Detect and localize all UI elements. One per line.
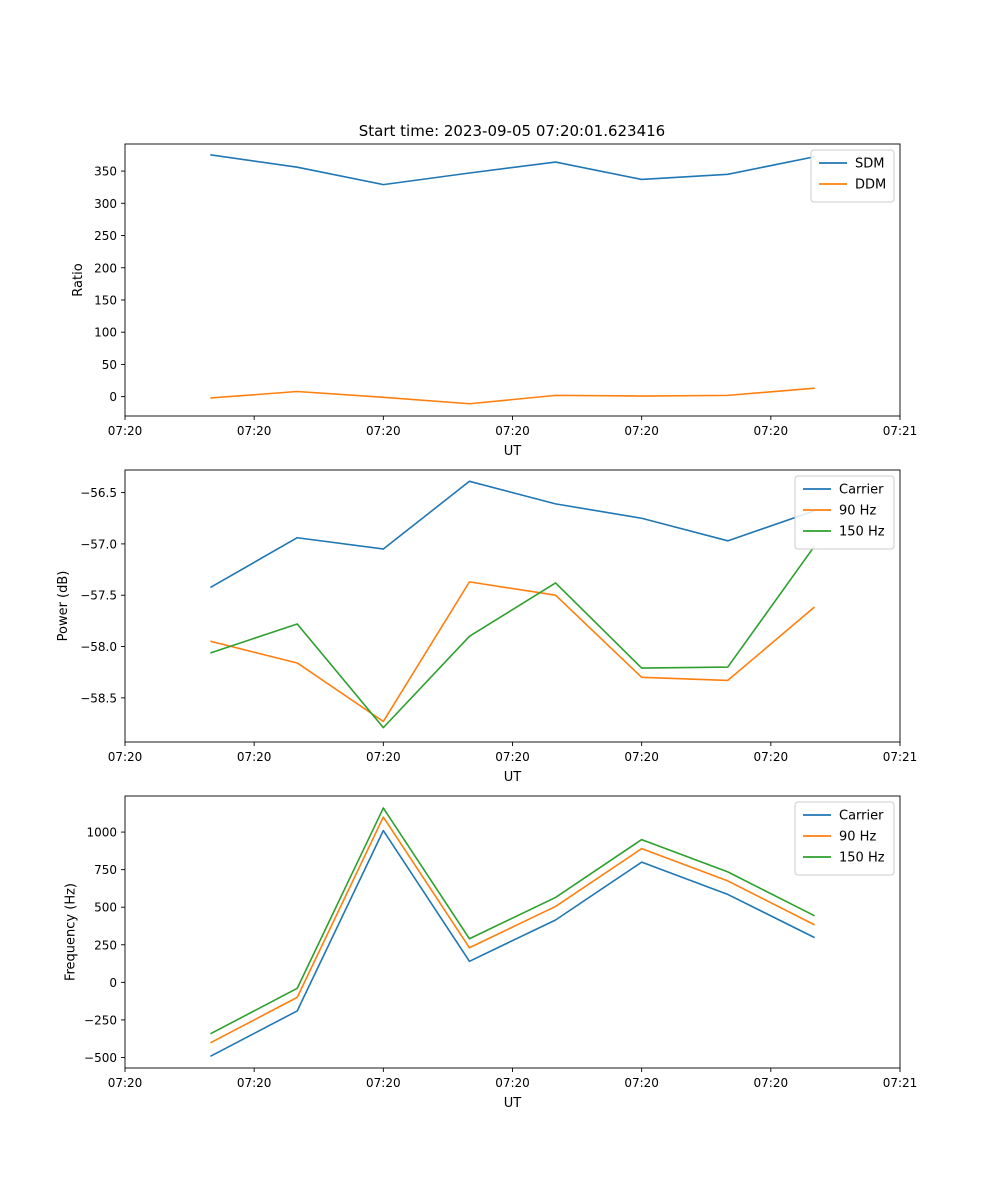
panel-2-x-tick-label-4: 07:20	[495, 750, 530, 764]
panel-1: 07:20 07:20 07:20 07:20 07:20 07:20 07:21 0 50 10…	[71, 143, 918, 459]
panel-3-x-axis-label: UT	[504, 1096, 522, 1111]
panel-2-x-tick-label-2: 07:20	[237, 750, 272, 764]
panel-1-x-axis-label: UT	[504, 444, 522, 459]
panel-2-y-tick-label-3: −57.5	[80, 589, 117, 603]
panel-3-series-2-line	[210, 816, 815, 1044]
panel-3-y-tick-label-3: 0	[109, 976, 117, 990]
panel-1-y-tick-label-6: 250	[94, 229, 117, 243]
panel-3-y-tick-label-5: 500	[94, 901, 117, 915]
panel-3-x-tick-label-7: 07:21	[883, 1076, 918, 1090]
panel-2-legend-label-3: 150 Hz	[839, 525, 885, 540]
panel-3-x-tick-label-5: 07:20	[624, 1076, 659, 1090]
panel-1-y-tick-label-2: 50	[102, 358, 117, 372]
panel-3-y-tick-label-4: 250	[94, 938, 117, 952]
panel-2-series-3-line	[210, 545, 816, 729]
panel-1-y-tick-label-3: 100	[94, 326, 117, 340]
panel-1-legend-label-2: DDM	[855, 178, 886, 193]
panel-3-x-tick-label-6: 07:20	[754, 1076, 789, 1090]
panel-3-x-tick-label-2: 07:20	[237, 1076, 272, 1090]
panel-1-legend: SDM DDM	[810, 149, 895, 203]
panel-2-y-axis-label: Power (dB)	[56, 571, 71, 642]
panel-3-legend-label-3: 150 Hz	[839, 851, 885, 866]
panel-1-x-tick-label-5: 07:20	[624, 424, 659, 438]
panel-1-x-tick-label-7: 07:21	[883, 424, 918, 438]
panel-1-y-axis-label: Ratio	[71, 263, 86, 296]
panel-2-x-tick-label-5: 07:20	[624, 750, 659, 764]
panel-1-y-tick-label-4: 150	[94, 293, 117, 307]
panel-3-legend: Carrier 90 Hz 150 Hz	[794, 801, 895, 876]
panel-1-y-tick-label-7: 300	[94, 197, 117, 211]
panel-2-y-tick-label-2: −58.0	[80, 640, 117, 654]
panel-2-x-axis-label: UT	[504, 770, 522, 785]
panel-1-y-tick-label-8: 350	[94, 165, 117, 179]
panel-2-legend: Carrier 90 Hz 150 Hz	[794, 475, 895, 550]
panel-3-legend-label-1: Carrier	[839, 809, 884, 824]
panel-1-x-tick-label-2: 07:20	[237, 424, 272, 438]
panel-2-y-tick-label-1: −58.5	[80, 691, 117, 705]
panel-2-legend-label-1: Carrier	[839, 483, 884, 498]
panel-3-x-tick-label-3: 07:20	[366, 1076, 401, 1090]
panel-2-x-tick-label-7: 07:21	[883, 750, 918, 764]
panel-2-x-tick-label-3: 07:20	[366, 750, 401, 764]
panel-1-y-tick-label-5: 200	[94, 261, 117, 275]
panel-3-series-3-line	[210, 807, 815, 1035]
panel-1-x-tick-label-1: 07:20	[108, 424, 143, 438]
panels: 07:20 07:20 07:20 07:20 07:20 07:20 07:21 0 50 10…	[56, 143, 918, 1111]
panel-1-x-tick-label-4: 07:20	[495, 424, 530, 438]
panel-3-series-1-line	[210, 829, 815, 1058]
panel-1-y-tick-label-1: 0	[109, 390, 117, 404]
panel-1-legend-label-1: SDM	[855, 157, 884, 172]
panel-2-y-tick-label-5: −56.5	[80, 486, 117, 500]
panel-2-x-tick-label-1: 07:20	[108, 750, 143, 764]
panel-2-x-tick-label-6: 07:20	[754, 750, 789, 764]
panel-2-series-2-line	[210, 581, 816, 723]
figure-title: Start time: 2023-09-05 07:20:01.623416	[359, 122, 665, 140]
panel-3-y-tick-label-6: 750	[94, 863, 117, 877]
panel-1-series-1-line	[210, 154, 815, 186]
panel-2: 07:20 07:20 07:20 07:20 07:20 07:20 07:21 −58.5…	[56, 469, 918, 785]
panel-3-y-tick-label-7: 1000	[86, 826, 117, 840]
panel-1-x-tick-label-3: 07:20	[366, 424, 401, 438]
panel-3-x-tick-label-1: 07:20	[108, 1076, 143, 1090]
panel-3: 07:20 07:20 07:20 07:20 07:20 07:20 07:21 −500 −…	[64, 795, 918, 1111]
panel-2-legend-label-2: 90 Hz	[839, 504, 876, 519]
panel-2-series-1-line	[210, 480, 815, 589]
panel-3-y-axis-label: Frequency (Hz)	[64, 883, 79, 981]
panel-3-legend-label-2: 90 Hz	[839, 830, 876, 845]
panel-2-y-tick-label-4: −57.0	[80, 537, 117, 551]
panel-3-y-tick-label-2: −250	[84, 1013, 117, 1027]
panel-1-x-tick-label-6: 07:20	[754, 424, 789, 438]
panel-3-x-tick-label-4: 07:20	[495, 1076, 530, 1090]
panel-1-series-2-line	[210, 387, 815, 405]
panel-3-y-tick-label-1: −500	[84, 1051, 117, 1065]
